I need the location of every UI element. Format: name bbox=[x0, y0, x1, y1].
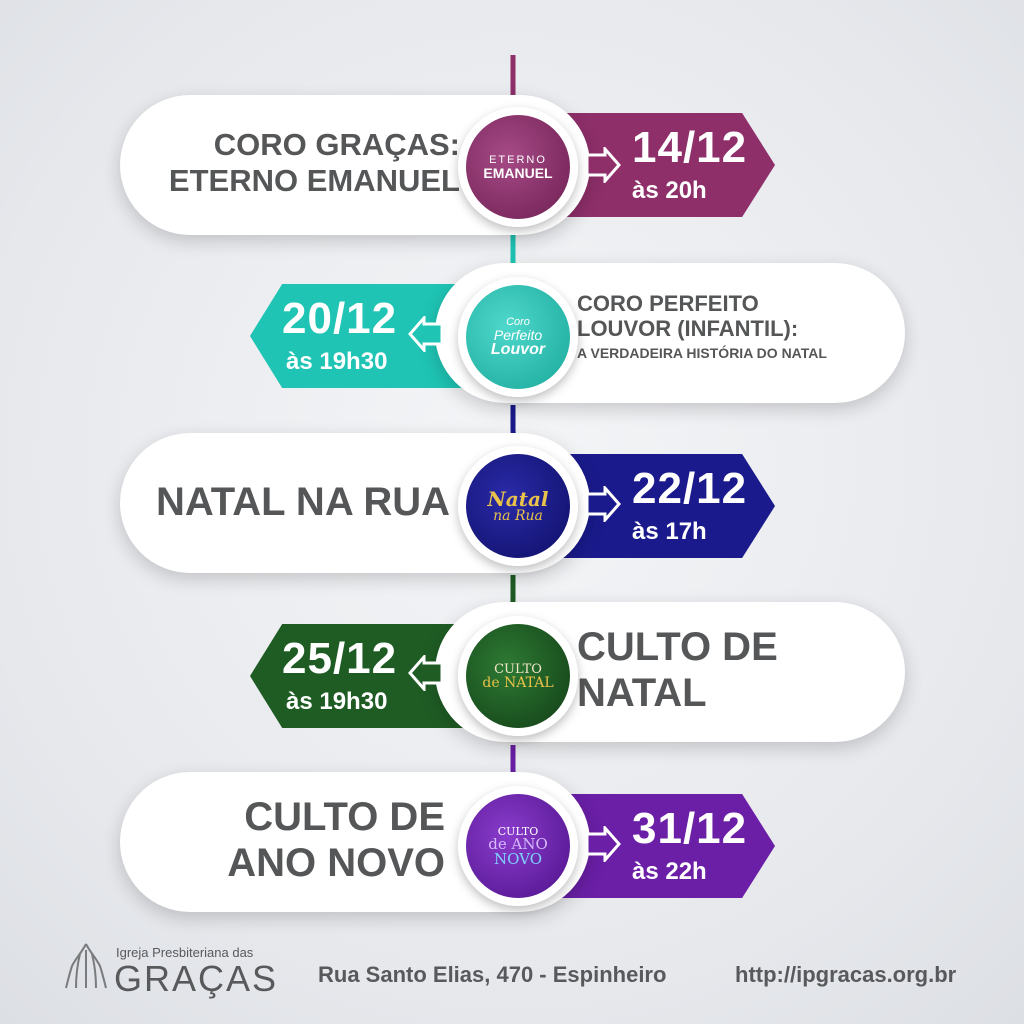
culto-de-natal-logo: CULTO de NATAL bbox=[458, 616, 578, 736]
eterno-emanuel-logo: ETERNO EMANUEL bbox=[458, 107, 578, 227]
event-4-time: às 19h30 bbox=[286, 688, 388, 715]
event-5-title-line-2: ANO NOVO bbox=[227, 841, 445, 885]
perfeito-louvor-logo: Coro Perfeito Louvor bbox=[458, 277, 578, 397]
event-2-logo-line-1: Coro bbox=[506, 315, 530, 328]
arrow-right-icon bbox=[585, 147, 621, 183]
event-2-logo-line-3: Louvor bbox=[490, 340, 546, 358]
event-3-logo-line-2: na Rua bbox=[493, 508, 543, 524]
culto-ano-novo-logo: CULTO de ANO NOVO bbox=[458, 786, 578, 906]
event-3-title-line-1: NATAL NA RUA bbox=[155, 480, 450, 524]
event-1-date: 14/12 bbox=[632, 123, 748, 172]
event-4-title: CULTO DE NATAL bbox=[577, 624, 778, 716]
event-2-time: às 19h30 bbox=[286, 348, 388, 375]
event-2-logo-line-2: Perfeito bbox=[493, 326, 543, 343]
event-5-title-line-1: CULTO DE bbox=[244, 795, 445, 839]
event-3-title: NATAL NA RUA bbox=[156, 479, 450, 525]
event-3-date: 22/12 bbox=[632, 464, 748, 513]
event-4-logo-line-2: de NATAL bbox=[482, 674, 554, 691]
event-5-title: CULTO DE ANO NOVO bbox=[227, 794, 445, 886]
event-1-title-line-1: CORO GRAÇAS: bbox=[213, 127, 460, 162]
church-name-big: GRAÇAS bbox=[114, 958, 279, 999]
event-3-time: às 17h bbox=[632, 518, 707, 545]
event-5-time: às 22h bbox=[632, 858, 707, 885]
event-2-title-line-3: A VERDADEIRA HISTÓRIA DO NATAL bbox=[577, 344, 827, 361]
natal-na-rua-logo: Natal na Rua bbox=[458, 446, 578, 566]
event-5-date: 31/12 bbox=[632, 804, 748, 853]
event-4-title-line-1: CULTO DE bbox=[577, 625, 778, 669]
arrow-left-icon bbox=[408, 316, 444, 352]
arrow-left-icon bbox=[408, 655, 444, 691]
address: Rua Santo Elias, 470 - Espinheiro bbox=[318, 962, 667, 987]
church-name-small: Igreja Presbiteriana das bbox=[116, 945, 254, 960]
event-1-logo-line-2: EMANUEL bbox=[483, 164, 553, 181]
event-2-title: CORO PERFEITO LOUVOR (INFANTIL): A VERDA… bbox=[577, 291, 827, 361]
event-1-title: CORO GRAÇAS: ETERNO EMANUEL bbox=[169, 127, 460, 198]
event-4-title-line-2: NATAL bbox=[577, 671, 707, 715]
event-2-title-line-2: LOUVOR (INFANTIL): bbox=[577, 316, 799, 342]
event-5-logo-line-3: NOVO bbox=[493, 849, 542, 868]
arrow-right-icon bbox=[585, 826, 621, 862]
arrow-right-icon bbox=[585, 486, 621, 522]
event-2-date: 20/12 bbox=[282, 294, 398, 343]
event-2-title-line-1: CORO PERFEITO bbox=[577, 291, 759, 316]
event-1-title-line-2: ETERNO EMANUEL bbox=[168, 162, 460, 198]
event-4-date: 25/12 bbox=[282, 634, 398, 683]
event-4-logo-line-1: CULTO bbox=[494, 661, 542, 677]
event-3-logo-line-1: Natal bbox=[487, 487, 549, 511]
website-link[interactable]: http://ipgracas.org.br bbox=[735, 962, 957, 987]
event-3-date-tag: 22/12 às 17h bbox=[540, 454, 775, 558]
event-5-logo-line-1: CULTO bbox=[497, 824, 539, 838]
event-1-logo-line-1: ETERNO bbox=[489, 153, 547, 166]
event-1-time: às 20h bbox=[632, 177, 707, 204]
praying-hands-icon bbox=[65, 943, 107, 989]
event-5-logo-line-2: de ANO bbox=[488, 834, 548, 853]
event-2-date-tag: 20/12 às 19h30 bbox=[250, 284, 480, 388]
